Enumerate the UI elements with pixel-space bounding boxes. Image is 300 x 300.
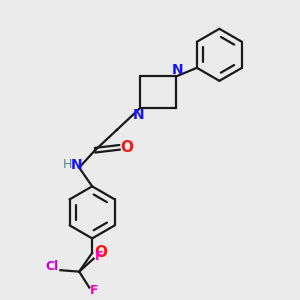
Text: N: N bbox=[172, 63, 183, 77]
Text: H: H bbox=[62, 158, 72, 171]
Text: O: O bbox=[120, 140, 134, 155]
Text: Cl: Cl bbox=[45, 260, 58, 273]
Text: O: O bbox=[94, 245, 107, 260]
Text: F: F bbox=[90, 284, 99, 297]
Text: N: N bbox=[70, 158, 82, 172]
Text: F: F bbox=[95, 250, 104, 263]
Text: N: N bbox=[133, 108, 144, 122]
